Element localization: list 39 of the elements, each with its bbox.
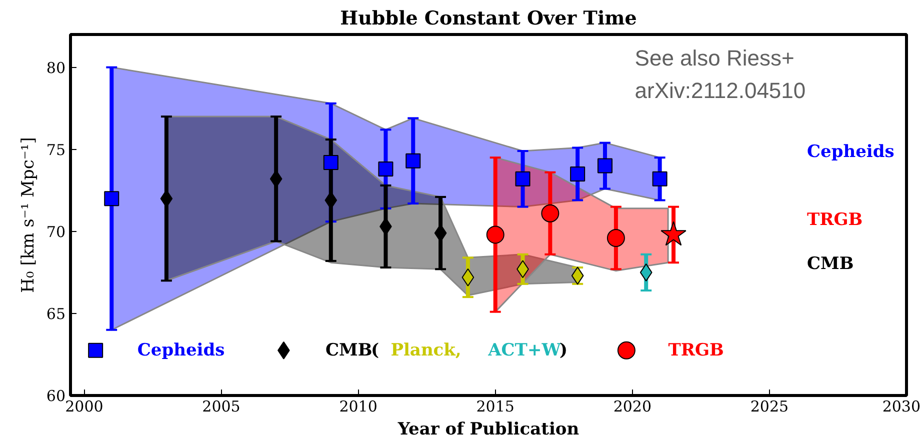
point — [652, 171, 668, 186]
point — [606, 228, 625, 247]
y-tick-label: 60 — [46, 387, 66, 405]
text: Planck, — [390, 340, 462, 360]
x-tick-label: 2015 — [476, 398, 514, 416]
point — [597, 158, 612, 174]
point — [541, 204, 560, 222]
point — [406, 153, 421, 168]
text: Cepheids — [807, 142, 894, 162]
x-tick-label: 2005 — [202, 398, 240, 416]
x-tick-label: 2000 — [65, 398, 104, 416]
annotation: ( — [371, 340, 380, 360]
legend-label: TRGB — [668, 340, 724, 360]
annotation: ) — [560, 340, 568, 360]
point — [660, 221, 686, 246]
x-tick-label: 2025 — [750, 398, 789, 416]
y-axis-title: H₀ [km s⁻¹ Mpc⁻¹] — [18, 137, 38, 293]
legend-label: Cepheids — [137, 340, 225, 360]
y-tick-label: 80 — [46, 58, 66, 77]
x-tick-label: 2010 — [339, 398, 378, 416]
chart-title: Hubble Constant Over Time — [340, 8, 637, 30]
y-tick-label: 65 — [46, 304, 66, 323]
text: TRGB — [807, 210, 863, 230]
x-tick-label: 2020 — [613, 398, 652, 416]
point — [486, 226, 504, 244]
y-tick-label: 70 — [46, 222, 66, 241]
legend-label: CMB — [325, 340, 372, 360]
point — [323, 154, 338, 170]
point — [515, 171, 530, 186]
point — [570, 166, 586, 182]
y-tick-label: 75 — [46, 140, 66, 159]
point — [462, 268, 474, 286]
x-axis-title: Year of Publication — [396, 420, 580, 440]
x-tick-label: 2030 — [882, 398, 920, 416]
point — [640, 263, 652, 282]
annotation: See also Riess+ arXiv:2112.04510 — [634, 45, 806, 103]
text: CMB — [807, 254, 854, 274]
point — [104, 191, 120, 206]
point — [378, 162, 394, 177]
